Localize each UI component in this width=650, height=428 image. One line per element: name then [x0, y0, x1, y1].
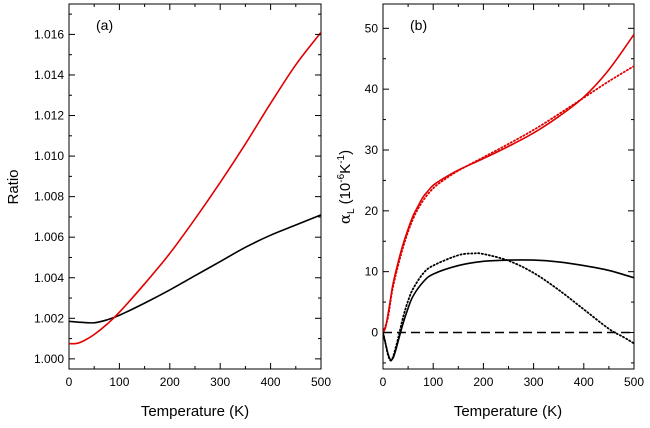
panel-a-x-axis-label: Temperature (K) [141, 403, 249, 420]
panel-b-ticks: 0 100 200 300 400 500 0 10 20 30 40 50 [365, 4, 644, 389]
panel-b-x-tick-label: 100 [423, 375, 443, 389]
panel-a-x-tick-label: 0 [66, 375, 73, 389]
panel-b-x-tick-label: 0 [380, 375, 387, 389]
panel-b-series-red-dotted [383, 65, 634, 334]
panel-b-y-tick-label: 50 [365, 21, 379, 35]
panel-a-x-tick-label: 400 [261, 375, 281, 389]
panel-b-y-tick-label: 10 [365, 265, 379, 279]
panel-b-x-tick-label: 300 [524, 375, 544, 389]
panel-a-y-tick-label: 1.016 [34, 27, 64, 41]
panel-a-y-tick-label: 1.014 [34, 68, 64, 82]
y-label-end: ) [337, 150, 354, 155]
panel-a-y-tick-label: 1.010 [34, 149, 64, 163]
panel-a-x-tick-label: 500 [311, 375, 331, 389]
panel-a-y-tick-label: 1.002 [34, 311, 64, 325]
panel-a-x-tick-label: 200 [160, 375, 180, 389]
panel-b-y-tick-label: 30 [365, 143, 379, 157]
panel-a-series-black [69, 214, 321, 324]
panel-a-y-tick-label: 1.006 [34, 230, 64, 244]
panel-b-plot-area [383, 33, 634, 362]
panel-b-y-tick-label: 40 [365, 82, 379, 96]
panel-b-x-tick-label: 500 [624, 375, 644, 389]
y-label-exp-1: -6 [336, 173, 347, 182]
panel-b: 0 100 200 300 400 500 0 10 20 30 40 50 (b) Temperat… [336, 3, 644, 420]
panel-a-series-red [69, 31, 321, 345]
y-label-subscript: L [346, 208, 357, 214]
y-label-exp-2: -1 [336, 154, 347, 163]
panel-a-y-tick-label: 1.008 [34, 190, 64, 204]
panel-b-x-tick-label: 200 [473, 375, 493, 389]
panel-a-y-tick-label: 1.000 [34, 352, 64, 366]
panel-b-x-axis-label: Temperature (K) [454, 403, 562, 420]
panel-a-x-tick-label: 100 [109, 375, 129, 389]
panel-b-y-tick-label: 20 [365, 204, 379, 218]
panel-a-y-tick-label: 1.012 [34, 109, 64, 123]
panel-a-plot-area [69, 31, 321, 345]
y-label-unit: (10 [337, 183, 354, 205]
panel-b-series-red-solid [383, 33, 634, 333]
panel-b-series-black-dotted [383, 252, 634, 362]
panel-b-y-axis-label: αL (10-6K-1) [336, 150, 357, 224]
panel-b-frame [382, 3, 635, 370]
panel-b-label: (b) [410, 17, 427, 33]
y-label-mid: K [337, 164, 354, 174]
panel-a-label: (a) [96, 17, 113, 33]
panel-a-y-tick-label: 1.004 [34, 271, 64, 285]
panel-b-y-tick-label: 0 [371, 326, 378, 340]
y-label-alpha: α [336, 214, 354, 224]
panel-a: 0 100 200 300 400 500 1.000 1.002 1.004 1.006 1.00… [5, 3, 331, 420]
panel-a-y-axis-label: Ratio [5, 169, 22, 204]
panel-b-x-tick-label: 400 [574, 375, 594, 389]
panel-a-x-tick-label: 300 [210, 375, 230, 389]
panel-a-ticks: 0 100 200 300 400 500 1.000 1.002 1.004 1.006 1.00… [34, 4, 331, 389]
panel-a-frame [68, 3, 322, 370]
panel-b-series-black-solid [383, 259, 634, 361]
